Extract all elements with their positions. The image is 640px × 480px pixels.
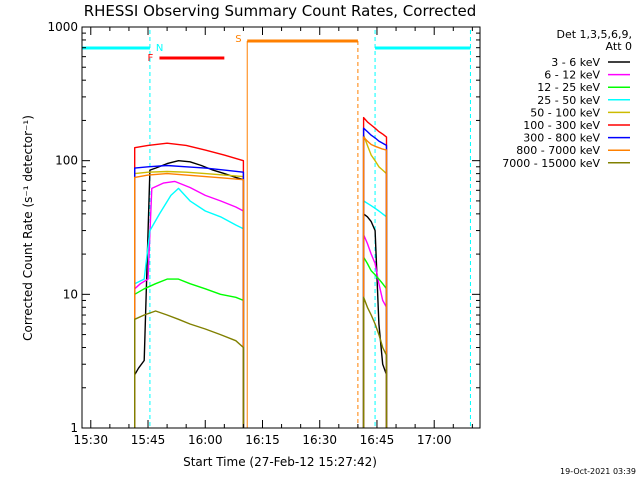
series-line-9-segment-2 [362, 296, 388, 428]
plot-frame [81, 26, 481, 429]
saa-flag-label: S [235, 34, 241, 45]
series-line-2-segment-1 [133, 180, 245, 428]
series-line-4-segment-2 [362, 200, 388, 428]
x-tick-label-5: 16:30 [302, 433, 337, 447]
legend-entry-label-1: 3 - 6 keV [551, 56, 600, 69]
series-line-2-segment-2 [362, 233, 388, 428]
axes-layer: 15:30 15:45 16:00 16:15 16:30 16:45 17:00 1 10 10… [47, 20, 480, 447]
legend-entry-label-2: 6 - 12 keV [544, 69, 600, 82]
flare-flag-label: F [147, 53, 153, 64]
legend-entry-label-3: 12 - 25 keV [537, 81, 600, 94]
x-axis-label: Start Time (27-Feb-12 15:27:42) [183, 455, 377, 469]
series-line-7-segment-1 [133, 164, 245, 428]
legend-entry-label-5: 50 - 100 keV [530, 106, 600, 119]
series-line-5-segment-1 [133, 170, 245, 428]
series-line-3-segment-1 [133, 278, 245, 428]
series-line-6-segment-2 [362, 116, 388, 428]
y-tick-label-3: 100 [55, 154, 78, 168]
legend-entry-label-7: 300 - 800 keV [523, 132, 600, 145]
x-tick-label-7: 17:00 [417, 433, 452, 447]
night-flag-label: N [156, 43, 163, 54]
x-tick-label-2: 15:45 [131, 433, 166, 447]
x-tick-label-1: 15:30 [73, 433, 108, 447]
timestamp: 19-Oct-2021 03:39 [560, 467, 636, 476]
data-layer: NF S [81, 30, 471, 428]
series-line-4-segment-1 [133, 187, 245, 428]
x-tick-label-4: 16:15 [245, 433, 280, 447]
y-tick-label-2: 10 [63, 287, 78, 301]
series-line-9-segment-1 [133, 310, 245, 428]
x-tick-label-6: 16:45 [360, 433, 395, 447]
series-line-7-segment-2 [362, 127, 388, 428]
series-line-8-segment-2 [362, 136, 388, 428]
series-line-3-segment-2 [362, 256, 388, 428]
y-axis-label: Corrected Count Rate (s⁻¹ detector⁻¹) [21, 115, 35, 341]
legend-entry-label-6: 100 - 300 keV [523, 119, 600, 132]
legend-entry-label-8: 800 - 7000 keV [516, 144, 600, 157]
chart-title: RHESSI Observing Summary Count Rates, Co… [84, 2, 477, 20]
series-line-8-segment-1 [133, 172, 245, 428]
legend-entry-label-9: 7000 - 15000 keV [502, 157, 600, 170]
y-tick-label-1: 1 [70, 421, 78, 435]
series-line-6-segment-1 [133, 142, 245, 428]
legend-header-line-1: Det 1,3,5,6,9, [556, 28, 632, 41]
legend-header-line-2: Att 0 [606, 40, 632, 53]
x-tick-label-3: 16:00 [188, 433, 223, 447]
series-line-1-segment-2 [362, 213, 388, 428]
y-tick-label-4: 1000 [47, 20, 78, 34]
legend-entry-label-4: 25 - 50 keV [537, 94, 600, 107]
